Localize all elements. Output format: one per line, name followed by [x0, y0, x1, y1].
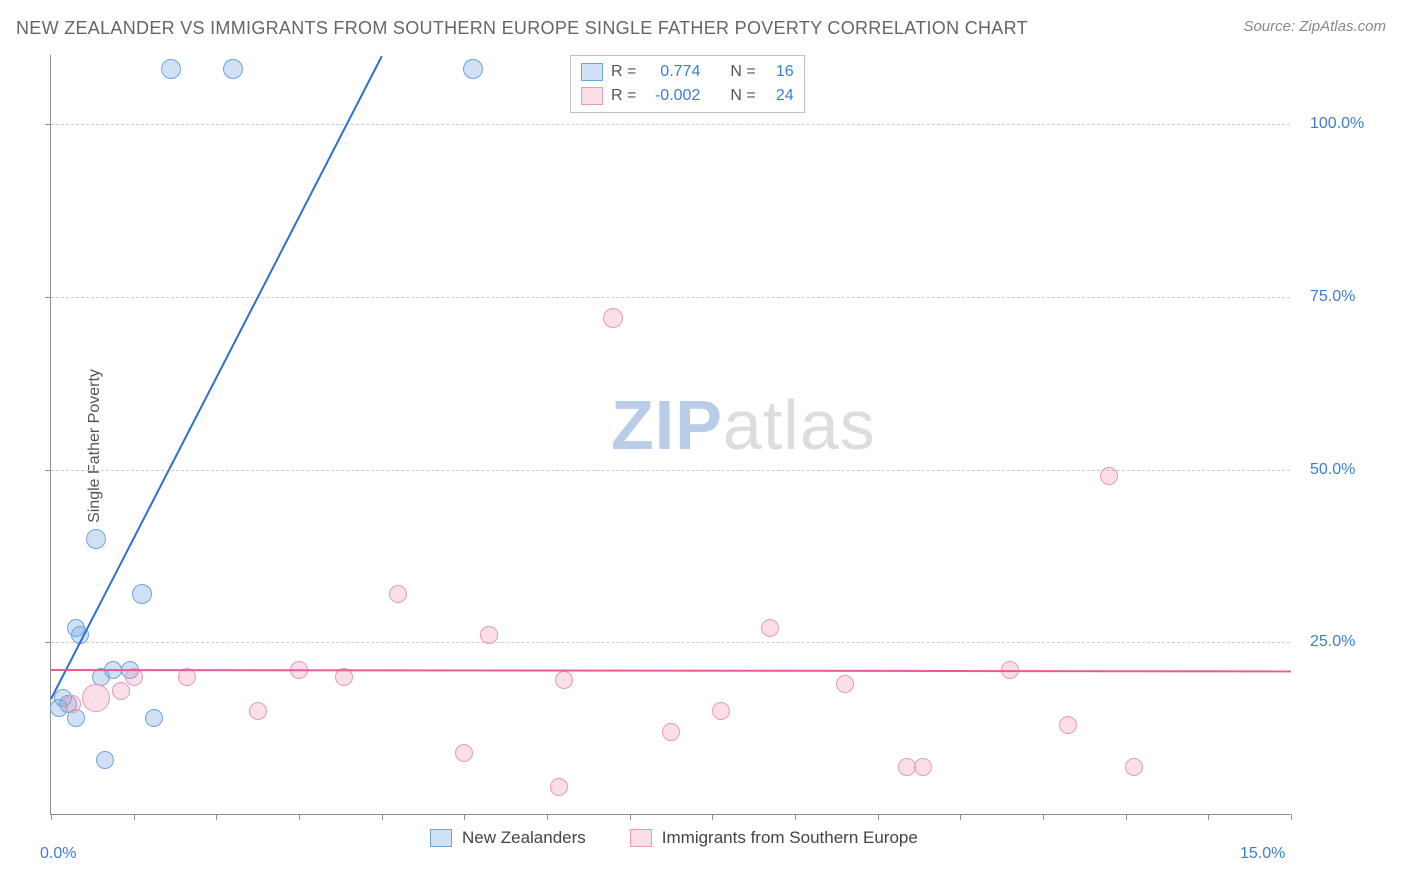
n-value: 16: [764, 63, 794, 81]
data-point-se: [550, 778, 568, 796]
data-point-se: [112, 682, 130, 700]
r-label: R =: [611, 87, 636, 105]
x-tick-label: 15.0%: [1240, 845, 1285, 863]
y-tick-mark: [45, 297, 51, 298]
data-point-se: [249, 702, 267, 720]
stats-legend: R = 0.774 N = 16 R = -0.002 N = 24: [570, 55, 805, 113]
data-point-nz: [132, 584, 152, 604]
x-tick-mark: [134, 814, 135, 820]
data-point-se: [389, 585, 407, 603]
data-point-nz: [463, 59, 483, 79]
stats-swatch-nz: [581, 63, 603, 81]
scatter-plot-area: ZIPatlas: [50, 55, 1290, 815]
stats-swatch-se: [581, 87, 603, 105]
data-point-se: [836, 675, 854, 693]
data-point-se: [455, 744, 473, 762]
y-tick-label: 50.0%: [1310, 461, 1386, 479]
n-label: N =: [730, 63, 755, 81]
data-point-se: [603, 308, 623, 328]
y-tick-mark: [45, 124, 51, 125]
r-value: -0.002: [644, 87, 700, 105]
y-tick-mark: [45, 470, 51, 471]
x-tick-mark: [878, 814, 879, 820]
legend-label-nz: New Zealanders: [462, 828, 586, 848]
data-point-se: [82, 684, 110, 712]
x-tick-mark: [464, 814, 465, 820]
x-tick-mark: [630, 814, 631, 820]
data-point-se: [761, 619, 779, 637]
data-point-se: [63, 695, 81, 713]
y-tick-mark: [45, 642, 51, 643]
legend-label-se: Immigrants from Southern Europe: [662, 828, 918, 848]
trend-line-nz: [50, 56, 382, 699]
gridline: [51, 124, 1290, 125]
x-tick-mark: [1043, 814, 1044, 820]
data-point-se: [1100, 467, 1118, 485]
gridline: [51, 297, 1290, 298]
n-label: N =: [730, 87, 755, 105]
x-tick-mark: [712, 814, 713, 820]
legend-swatch-nz: [430, 829, 452, 847]
x-tick-label: 0.0%: [40, 845, 76, 863]
r-value: 0.774: [644, 63, 700, 81]
gridline: [51, 642, 1290, 643]
source-label: Source: ZipAtlas.com: [1243, 18, 1386, 35]
data-point-se: [480, 626, 498, 644]
legend-bottom: New Zealanders Immigrants from Southern …: [430, 828, 918, 848]
x-tick-mark: [1291, 814, 1292, 820]
trend-line-se: [51, 669, 1291, 672]
x-tick-mark: [960, 814, 961, 820]
data-point-se: [1125, 758, 1143, 776]
x-tick-mark: [547, 814, 548, 820]
x-tick-mark: [51, 814, 52, 820]
watermark-part1: ZIP: [611, 386, 723, 464]
x-tick-mark: [382, 814, 383, 820]
x-tick-mark: [1126, 814, 1127, 820]
y-tick-label: 100.0%: [1310, 115, 1386, 133]
data-point-nz: [223, 59, 243, 79]
x-tick-mark: [1208, 814, 1209, 820]
x-tick-mark: [216, 814, 217, 820]
data-point-nz: [145, 709, 163, 727]
r-label: R =: [611, 63, 636, 81]
data-point-nz: [96, 751, 114, 769]
data-point-se: [662, 723, 680, 741]
data-point-se: [1059, 716, 1077, 734]
data-point-nz: [161, 59, 181, 79]
n-value: 24: [764, 87, 794, 105]
data-point-se: [914, 758, 932, 776]
data-point-nz: [86, 529, 106, 549]
data-point-se: [712, 702, 730, 720]
watermark-part2: atlas: [723, 386, 876, 464]
legend-swatch-se: [630, 829, 652, 847]
chart-title: NEW ZEALANDER VS IMMIGRANTS FROM SOUTHER…: [16, 18, 1028, 39]
y-tick-label: 75.0%: [1310, 288, 1386, 306]
data-point-se: [898, 758, 916, 776]
x-tick-mark: [795, 814, 796, 820]
data-point-se: [555, 671, 573, 689]
y-tick-label: 25.0%: [1310, 633, 1386, 651]
stats-row-se: R = -0.002 N = 24: [581, 84, 794, 108]
x-tick-mark: [299, 814, 300, 820]
watermark: ZIPatlas: [611, 385, 876, 465]
stats-row-nz: R = 0.774 N = 16: [581, 60, 794, 84]
